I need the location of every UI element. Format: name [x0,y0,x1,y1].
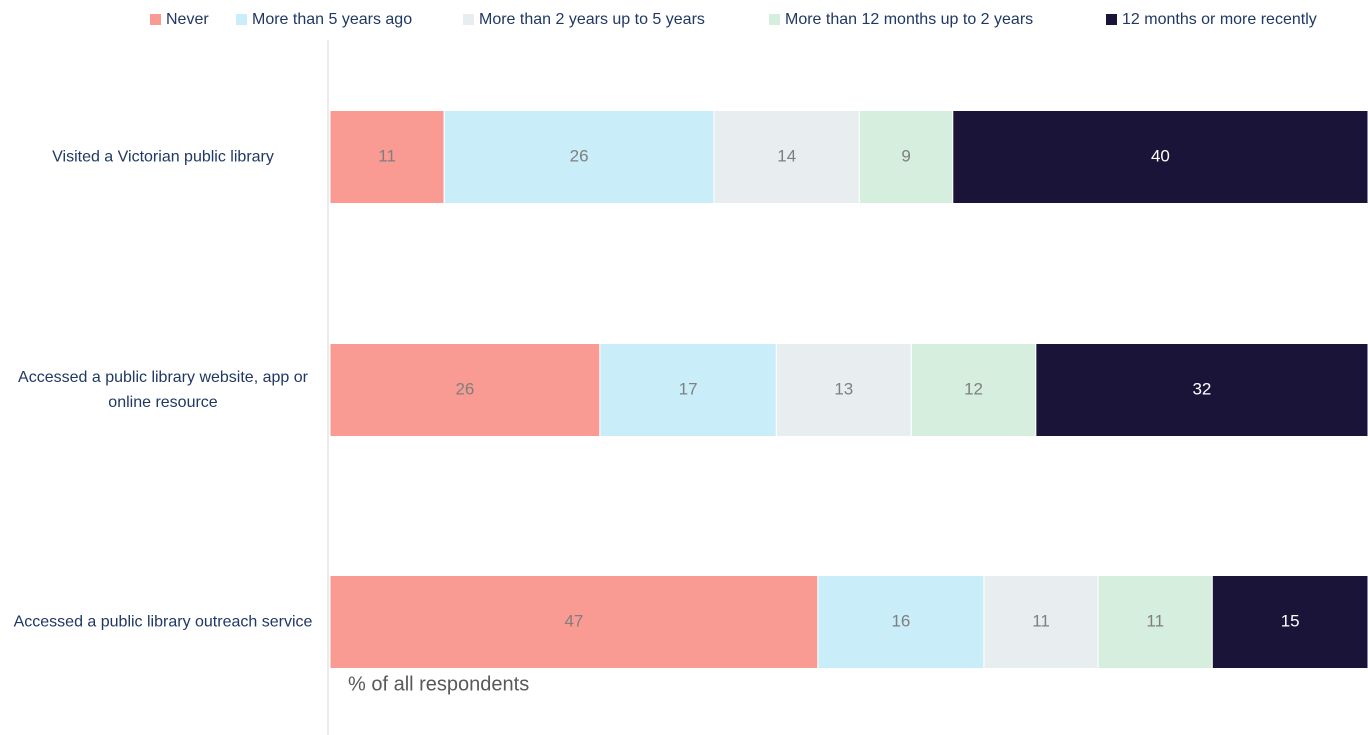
legend-label: More than 2 years up to 5 years [479,11,705,28]
legend-swatch [463,14,474,25]
data-label: 32 [1192,379,1211,398]
legend-label: 12 months or more recently [1122,11,1317,28]
data-label: 17 [679,379,698,398]
bar-segment [329,575,819,669]
legend-label: Never [166,11,209,28]
bar-segment [983,575,1099,669]
category-label: Accessed a public library website, app o… [18,369,308,411]
data-label: 11 [378,146,396,165]
legend-swatch [1106,14,1117,25]
data-label: 11 [1032,611,1050,630]
bar-segment [1035,343,1368,437]
data-label: 9 [901,146,910,165]
bar-segment [329,110,445,204]
data-label: 26 [455,379,474,398]
data-label: 14 [777,146,796,165]
data-label: 16 [891,611,910,630]
legend-label: More than 12 months up to 2 years [785,11,1033,28]
bar-segment [858,110,954,204]
bar-segment [443,110,715,204]
legend-swatch [236,14,247,25]
bar-segment [329,343,601,437]
bar-segment [1097,575,1213,669]
bar-segment [910,343,1037,437]
bar-segment [713,110,860,204]
data-label: 15 [1281,611,1300,630]
bar-segment [599,343,777,437]
data-label: 11 [1146,611,1164,630]
bar-segment [952,110,1368,204]
data-label: 12 [964,379,983,398]
bar-segment [1211,575,1368,669]
bar-segment [775,343,912,437]
bar-segment [817,575,985,669]
category-label: Accessed a public library outreach servi… [13,613,313,631]
category-label: Visited a Victorian public library [52,148,274,166]
x-axis-label: % of all respondents [348,673,529,695]
legend-swatch [769,14,780,25]
data-label: 47 [564,611,583,630]
data-label: 26 [570,146,589,165]
data-label: 13 [834,379,853,398]
data-label: 40 [1151,146,1170,165]
legend-label: More than 5 years ago [252,11,412,28]
legend-swatch [150,14,161,25]
